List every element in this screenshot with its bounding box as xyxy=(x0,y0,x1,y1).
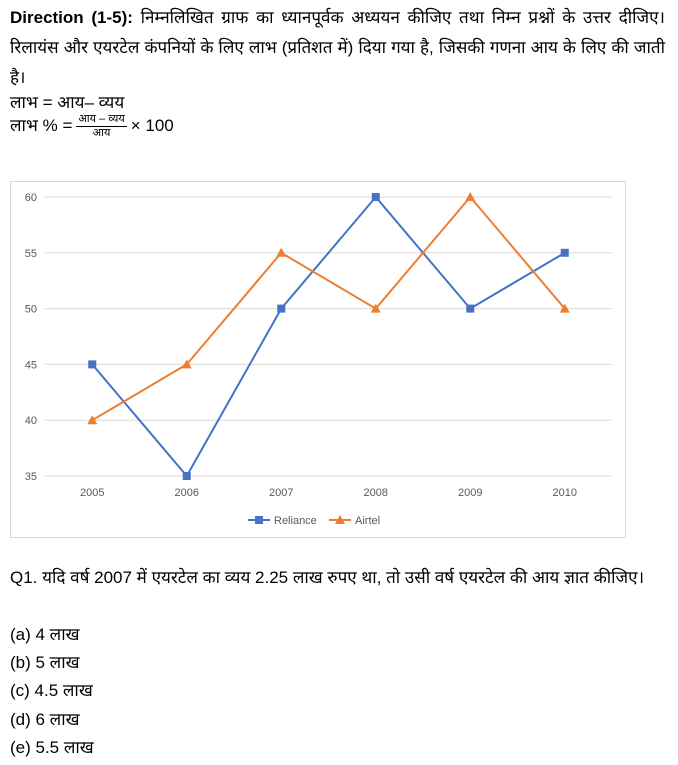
formula-prefix: लाभ % = xyxy=(10,116,73,135)
question-text: Q1. यदि वर्ष 2007 में एयरटेल का व्यय 2.2… xyxy=(10,568,645,587)
y-tick-label: 45 xyxy=(25,359,37,371)
formula-numerator: आय – व्यय xyxy=(76,113,127,128)
option-c: (c) 4.5 लाख xyxy=(10,681,93,700)
formula-profit: लाभ = आय– व्यय xyxy=(10,93,125,112)
option-b: (b) 5 लाख xyxy=(10,653,80,672)
x-tick-label: 2010 xyxy=(553,487,577,499)
line-chart: 35 40 45 50 55 60 2005 2006 2007 2008 2009 2010 Reli… xyxy=(10,181,626,538)
option-d: (d) 6 लाख xyxy=(10,710,80,729)
y-tick-label: 35 xyxy=(25,471,37,483)
legend-marker-airtel xyxy=(335,515,345,524)
x-tick-label: 2005 xyxy=(80,487,104,499)
legend-marker-reliance xyxy=(255,516,263,524)
data-point-reliance xyxy=(466,304,475,313)
data-point-reliance xyxy=(560,248,569,257)
data-point-airtel xyxy=(181,359,192,369)
x-tick-label: 2007 xyxy=(269,487,293,499)
x-tick-label: 2009 xyxy=(458,487,482,499)
x-tick-label: 2008 xyxy=(364,487,388,499)
formula-suffix: × 100 xyxy=(130,116,174,135)
option-a: (a) 4 लाख xyxy=(10,625,80,644)
formula-profit-percent: लाभ % = आय – व्यय आय × 100 xyxy=(10,113,174,140)
formula-denominator: आय xyxy=(92,127,111,140)
data-point-airtel xyxy=(559,303,570,313)
data-point-airtel xyxy=(87,415,98,425)
y-tick-label: 60 xyxy=(25,192,37,204)
y-tick-label: 50 xyxy=(25,304,37,316)
direction-paragraph: Direction (1-5): निम्नलिखित ग्राफ का ध्य… xyxy=(10,3,665,93)
data-point-reliance xyxy=(182,472,191,480)
legend-label-airtel: Airtel xyxy=(355,515,380,527)
series-line-airtel xyxy=(91,195,566,422)
y-tick-label: 40 xyxy=(25,415,37,427)
chart-svg: 35 40 45 50 55 60 2005 2006 2007 2008 2009 2010 Reli… xyxy=(25,192,612,527)
data-point-airtel xyxy=(465,192,476,201)
data-point-airtel xyxy=(370,303,381,313)
option-e: (e) 5.5 लाख xyxy=(10,738,94,757)
x-tick-label: 2006 xyxy=(175,487,199,499)
formula-fraction: आय – व्यय आय xyxy=(76,113,127,140)
y-tick-label: 55 xyxy=(25,248,37,260)
direction-text: निम्नलिखित ग्राफ का ध्यानपूर्वक अध्ययन क… xyxy=(10,8,665,87)
data-point-reliance xyxy=(88,360,97,369)
data-point-reliance xyxy=(371,193,380,201)
legend-label-reliance: Reliance xyxy=(274,515,317,527)
data-point-reliance xyxy=(277,304,286,313)
series-line-reliance xyxy=(91,195,566,478)
direction-label: Direction (1-5): xyxy=(10,8,133,27)
data-point-airtel xyxy=(276,247,287,257)
